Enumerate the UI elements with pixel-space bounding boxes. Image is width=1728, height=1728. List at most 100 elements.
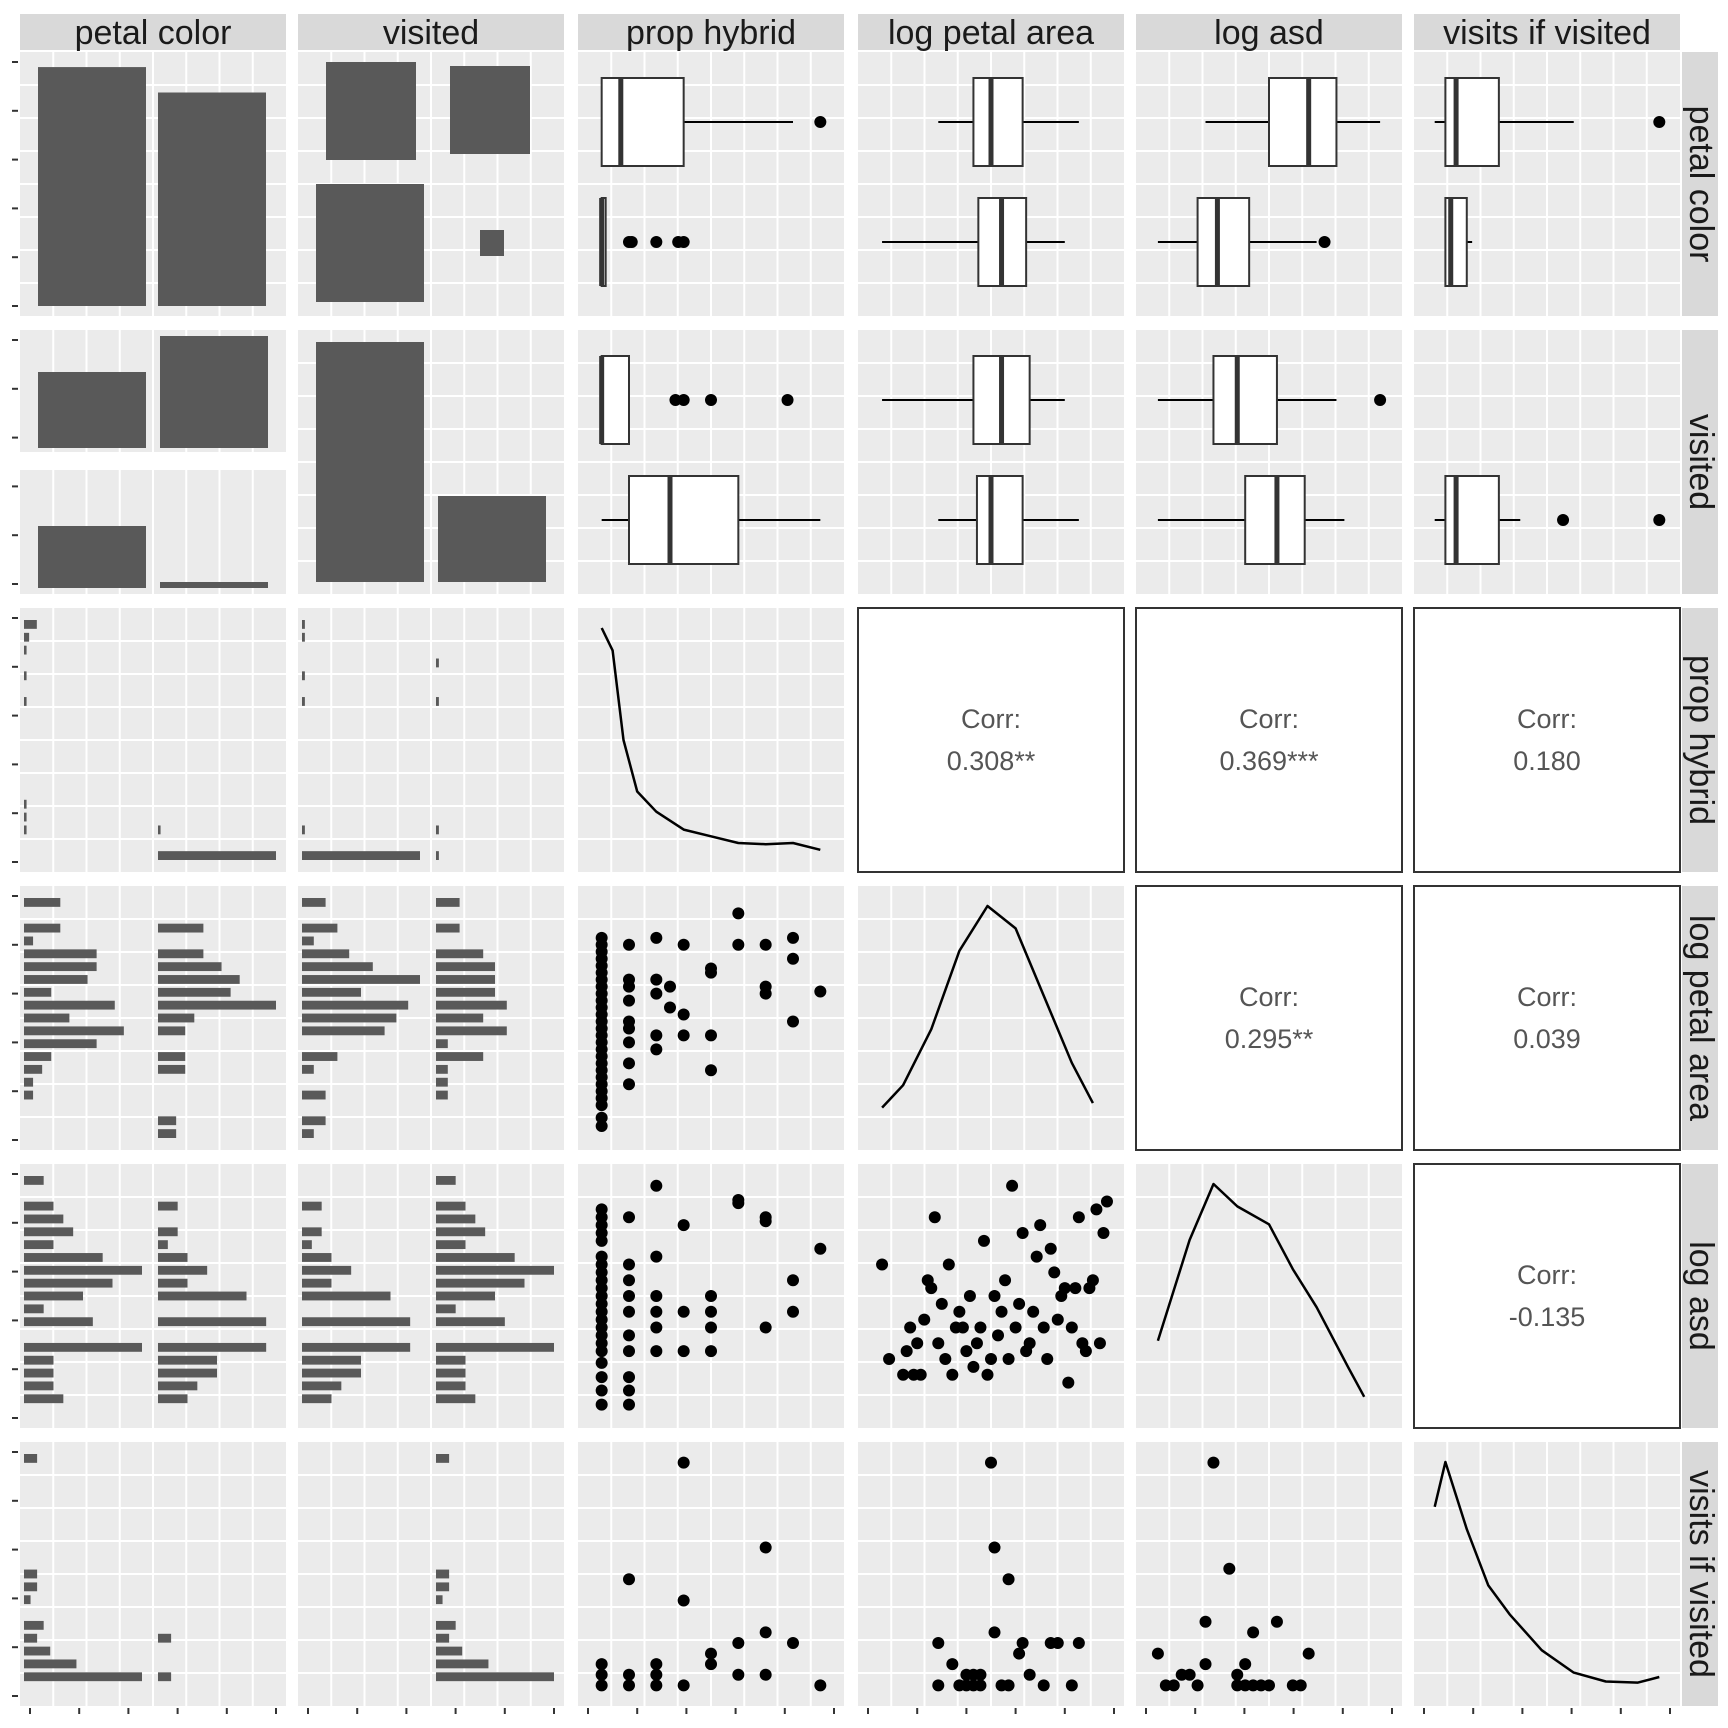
scatter-point: [595, 1679, 608, 1692]
histogram-bar: [158, 962, 222, 972]
scatter-point: [623, 1371, 635, 1384]
histogram-bar: [302, 1317, 411, 1327]
scatter-point: [623, 1384, 635, 1397]
scatter-point: [1097, 1227, 1110, 1240]
histogram-bar: [158, 1394, 188, 1404]
row-strip: [1682, 886, 1718, 1150]
boxplot: [599, 197, 690, 287]
scatter-point: [1302, 1647, 1315, 1660]
histogram-bar: [24, 1227, 74, 1237]
histogram-bar: [158, 1000, 276, 1010]
histogram-bar: [24, 1582, 38, 1592]
scatter-point: [1016, 1227, 1029, 1240]
scatter-point: [814, 1679, 827, 1692]
histogram-bar: [24, 1265, 142, 1275]
scatter-point: [1183, 1668, 1196, 1681]
histogram-bar: [24, 632, 30, 642]
histogram-bar: [436, 1595, 443, 1605]
scatter-point: [759, 938, 772, 951]
boxplot: [1157, 197, 1331, 287]
histogram-bar: [24, 1077, 34, 1087]
correlation-label: Corr:: [1239, 704, 1299, 734]
histogram-bar: [436, 1278, 525, 1288]
scatter-point: [705, 1658, 717, 1671]
scatter-point: [664, 1001, 676, 1014]
scatter-point: [623, 994, 635, 1007]
scatter-point: [814, 985, 827, 998]
scatter-point: [705, 962, 717, 975]
boxplot: [1434, 475, 1666, 565]
histogram-bar: [24, 936, 34, 946]
histogram-bar: [436, 898, 460, 907]
histogram-bar: [24, 975, 88, 984]
scatter-point: [814, 1242, 827, 1255]
panel-0-4: [1136, 52, 1402, 316]
column-strip-label: visits if visited: [1443, 14, 1651, 52]
scatter-point: [985, 1456, 997, 1469]
outlier-point: [669, 394, 682, 406]
scatter-point: [759, 980, 772, 993]
row-strip-label: petal color: [1682, 106, 1720, 263]
scatter-point: [650, 1290, 663, 1302]
row-strip-label: visited: [1682, 414, 1720, 510]
column-strip: [20, 14, 286, 50]
histogram-bar: [158, 1265, 208, 1275]
boxplot: [882, 197, 1065, 287]
histogram-bar: [302, 1064, 314, 1074]
scatter-point: [1072, 1636, 1085, 1649]
scatter-point: [623, 1668, 635, 1681]
scatter-point: [1016, 1636, 1029, 1649]
histogram-bar: [24, 949, 97, 959]
scatter-point: [732, 1668, 745, 1681]
scatter-point: [1013, 1647, 1026, 1660]
histogram-bar: [24, 1201, 54, 1211]
panel-5-1: [298, 1442, 564, 1706]
histogram-bar: [24, 1214, 64, 1224]
scatter-point: [787, 1636, 799, 1649]
histogram-bar: [158, 987, 231, 997]
scatter-point: [897, 1368, 910, 1381]
histogram-bar: [24, 1633, 38, 1643]
boxplot: [882, 355, 1065, 445]
histogram-bar: [436, 1265, 554, 1275]
histogram-bar: [302, 1052, 338, 1061]
boxplot: [938, 475, 1079, 565]
scatter-point: [1034, 1219, 1047, 1232]
scatter-point: [942, 1258, 955, 1271]
outlier-point: [814, 116, 827, 128]
histogram-bar: [436, 1342, 554, 1352]
histogram-bar: [436, 658, 439, 668]
scatter-point: [974, 1679, 987, 1692]
mosaic-cell: [480, 230, 504, 256]
scatter-point: [677, 1219, 690, 1232]
boxplot: [1157, 355, 1387, 445]
histogram-bar: [302, 825, 305, 835]
histogram-bar: [24, 1304, 44, 1314]
scatter-point: [953, 1305, 966, 1318]
panel-5-4: [1136, 1442, 1402, 1706]
scatter-point: [1037, 1679, 1050, 1692]
bar: [160, 336, 268, 448]
scatter-point: [595, 1203, 608, 1216]
correlation-label: Corr:: [1239, 982, 1299, 1012]
histogram-bar: [302, 1000, 409, 1010]
scatter-point: [1199, 1658, 1212, 1671]
scatter-point: [623, 1573, 635, 1586]
histogram-bar: [302, 923, 338, 933]
histogram-bar: [436, 1633, 450, 1643]
column-strip: [1414, 14, 1680, 50]
histogram-bar: [436, 697, 439, 706]
scatter-point: [650, 1679, 663, 1692]
column-strip-label: prop hybrid: [626, 14, 796, 52]
scatter-point: [623, 1015, 635, 1028]
column-strip: [858, 14, 1124, 50]
histogram-bar: [158, 1227, 178, 1237]
histogram-bar: [302, 671, 305, 681]
scatter-point: [623, 1305, 635, 1318]
histogram-bar: [436, 975, 495, 984]
histogram-bar: [158, 1026, 186, 1036]
scatter-point: [623, 1258, 635, 1271]
scatter-point: [988, 1290, 1001, 1302]
histogram-bar: [24, 898, 61, 907]
histogram-bar: [436, 1291, 495, 1301]
